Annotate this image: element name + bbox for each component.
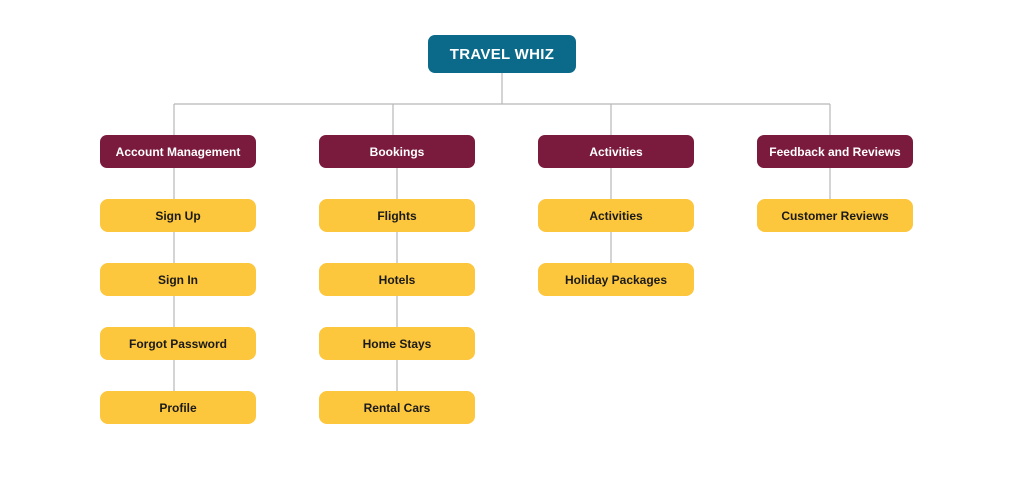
- category-feedback-and-reviews[interactable]: Feedback and Reviews: [757, 135, 913, 168]
- root-node-travel-whiz[interactable]: TRAVEL WHIZ: [428, 35, 576, 73]
- category-bookings[interactable]: Bookings: [319, 135, 475, 168]
- category-activities[interactable]: Activities: [538, 135, 694, 168]
- leaf-activities[interactable]: Activities: [538, 199, 694, 232]
- leaf-sign-up[interactable]: Sign Up: [100, 199, 256, 232]
- leaf-flights[interactable]: Flights: [319, 199, 475, 232]
- leaf-home-stays[interactable]: Home Stays: [319, 327, 475, 360]
- leaf-forgot-password[interactable]: Forgot Password: [100, 327, 256, 360]
- leaf-rental-cars[interactable]: Rental Cars: [319, 391, 475, 424]
- category-account-management[interactable]: Account Management: [100, 135, 256, 168]
- leaf-holiday-packages[interactable]: Holiday Packages: [538, 263, 694, 296]
- leaf-customer-reviews[interactable]: Customer Reviews: [757, 199, 913, 232]
- leaf-hotels[interactable]: Hotels: [319, 263, 475, 296]
- leaf-profile[interactable]: Profile: [100, 391, 256, 424]
- leaf-sign-in[interactable]: Sign In: [100, 263, 256, 296]
